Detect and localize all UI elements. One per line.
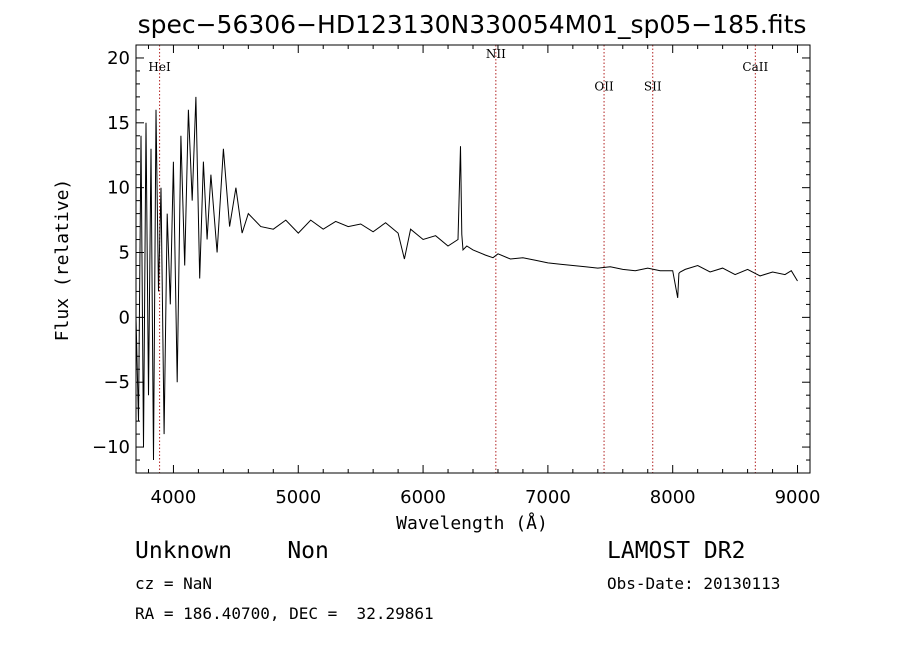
y-tick-label: −10	[92, 437, 130, 458]
y-tick-label: −5	[103, 372, 130, 393]
spectral-line-label-caii: CaII	[742, 60, 768, 74]
plot-frame	[135, 44, 811, 474]
spectrum-series-0	[135, 96, 798, 461]
spectral-line-label-sii: SII	[644, 79, 662, 93]
y-tick-label: 0	[119, 307, 130, 328]
chart-title: spec−56306−HD123130N330054M01_sp05−185.f…	[138, 10, 807, 39]
observation-date: Obs-Date: 20130113	[607, 574, 781, 593]
y-axis: −10 −5 0 5 10 15 20	[92, 44, 810, 474]
x-tick-label: 4000	[151, 487, 197, 508]
x-tick-label: 9000	[775, 487, 821, 508]
spectral-line-label-oii: OII	[594, 79, 614, 93]
x-tick-label: 7000	[525, 487, 571, 508]
y-tick-label: 15	[107, 113, 130, 134]
ra-dec: RA = 186.40700, DEC = 32.29861	[135, 604, 434, 623]
y-tick-label: 10	[107, 178, 130, 199]
y-axis-label: Flux (relative)	[52, 179, 73, 342]
x-axis-label: Wavelength (Å)	[396, 512, 548, 534]
spectrum-plot	[135, 96, 798, 461]
x-tick-label: 5000	[275, 487, 321, 508]
y-tick-label: 20	[107, 48, 130, 69]
object-class: Unknown Non	[135, 538, 329, 564]
spectral-line-label-hei: HeI	[148, 60, 171, 74]
x-tick-label: 8000	[650, 487, 696, 508]
x-tick-label: 6000	[400, 487, 446, 508]
redshift-cz: cz = NaN	[135, 574, 213, 593]
spectral-line-label-nii: NII	[486, 47, 506, 61]
x-axis: 4000 5000 6000 7000 8000 9000	[147, 45, 821, 508]
spectral-line-markers: HeI NII OII SII CaII	[148, 45, 768, 473]
survey-name: LAMOST DR2	[607, 538, 746, 564]
y-tick-label: 5	[119, 243, 130, 264]
